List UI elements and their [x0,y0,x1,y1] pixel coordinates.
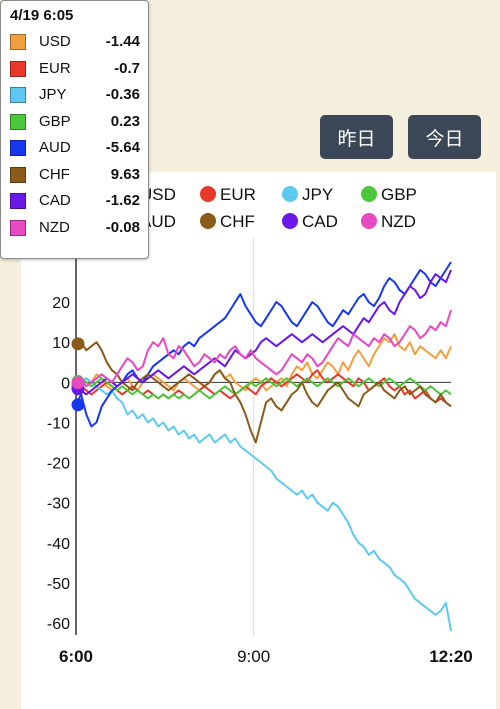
tooltip-row-cad: CAD -1.62 [10,191,140,211]
tooltip-time: 4/19 6:05 [10,7,74,24]
y-tick-label: -20 [47,456,70,473]
y-tick-label: -50 [47,576,70,593]
tooltip-row-eur: EUR -0.7 [10,59,140,79]
x-tick-label: 12:20 [429,647,472,666]
legend-swatch-cad[interactable] [282,213,298,229]
tooltip-currency: NZD [39,218,70,236]
tooltip-currency: AUD [39,139,71,156]
y-tick-label: -30 [47,496,70,513]
series-line-usd [75,333,452,392]
tooltip-currency: USD [39,33,71,50]
legend-label-nzd[interactable]: NZD [381,212,416,231]
legend-label-jpy[interactable]: JPY [302,185,333,204]
tooltip-row-usd: USD -1.44 [10,32,140,52]
series-line-jpy [75,377,452,632]
series-line-aud [75,261,452,428]
tooltip-row-nzd: NZD -0.08 [10,218,140,238]
legend-label-gbp[interactable]: GBP [381,185,417,204]
tooltip-value: -0.08 [105,218,140,236]
tooltip-currency: JPY [39,86,67,103]
tooltip-currency: EUR [39,59,71,77]
legend-label-eur[interactable]: EUR [220,185,256,204]
marker-aud [71,398,85,412]
series-line-gbp [75,377,452,400]
series-line-nzd [75,309,452,388]
tooltip-swatch [10,34,26,50]
series-line-cad [75,269,452,396]
legend-swatch-chf[interactable] [200,213,216,229]
legend-swatch-gbp[interactable] [361,186,377,202]
tooltip-row-gbp: GBP 0.23 [10,112,140,132]
chart-panel [21,172,496,709]
legend-swatch-nzd[interactable] [361,213,377,229]
tooltip-swatch [10,60,26,77]
tooltip-row-jpy: JPY -0.36 [10,85,140,105]
legend-label-cad[interactable]: CAD [302,212,338,231]
yesterday-button[interactable]: 昨日 [320,115,393,159]
tooltip-swatch [10,113,26,130]
tooltip-value: -5.64 [105,139,140,156]
tooltip-swatch [10,219,26,236]
tooltip-currency: GBP [39,112,71,130]
legend-swatch-jpy[interactable] [282,186,298,202]
y-tick-label: -60 [47,616,70,633]
tooltip-value: -1.62 [105,192,140,209]
tooltip-swatch [10,166,26,183]
marker-nzd [71,376,85,390]
tooltip-row-chf: CHF 9.63 [10,165,140,185]
tooltip-value: 0.23 [110,112,140,130]
today-button[interactable]: 今日 [408,115,481,159]
tooltip-value: -0.36 [105,86,140,103]
marker-chf [71,337,85,351]
series-line-chf [75,341,452,444]
legend-label-chf[interactable]: CHF [220,212,255,231]
x-tick-label: 6:00 [59,647,93,666]
legend-swatch-eur[interactable] [200,186,216,202]
y-tick-label: -10 [47,415,70,432]
tooltip-currency: CAD [39,192,71,209]
tooltip-value: -1.44 [105,33,140,50]
tooltip-swatch [10,193,26,209]
y-tick-label: 0 [61,375,70,392]
y-tick-label: 20 [52,295,70,312]
tooltip-value: -0.7 [114,59,140,77]
tooltip-value: 9.63 [110,165,140,183]
tooltip-swatch [10,87,26,103]
tooltip-currency: CHF [39,165,70,183]
y-tick-label: -40 [47,536,70,553]
tooltip: 4/19 6:05 USD -1.44 EUR -0.7 JPY -0.36 GBP 0.23… [0,0,149,259]
tooltip-row-aud: AUD -5.64 [10,138,140,158]
tooltip-swatch [10,140,26,156]
y-tick-label: 10 [52,335,70,352]
x-tick-label: 9:00 [237,647,270,666]
